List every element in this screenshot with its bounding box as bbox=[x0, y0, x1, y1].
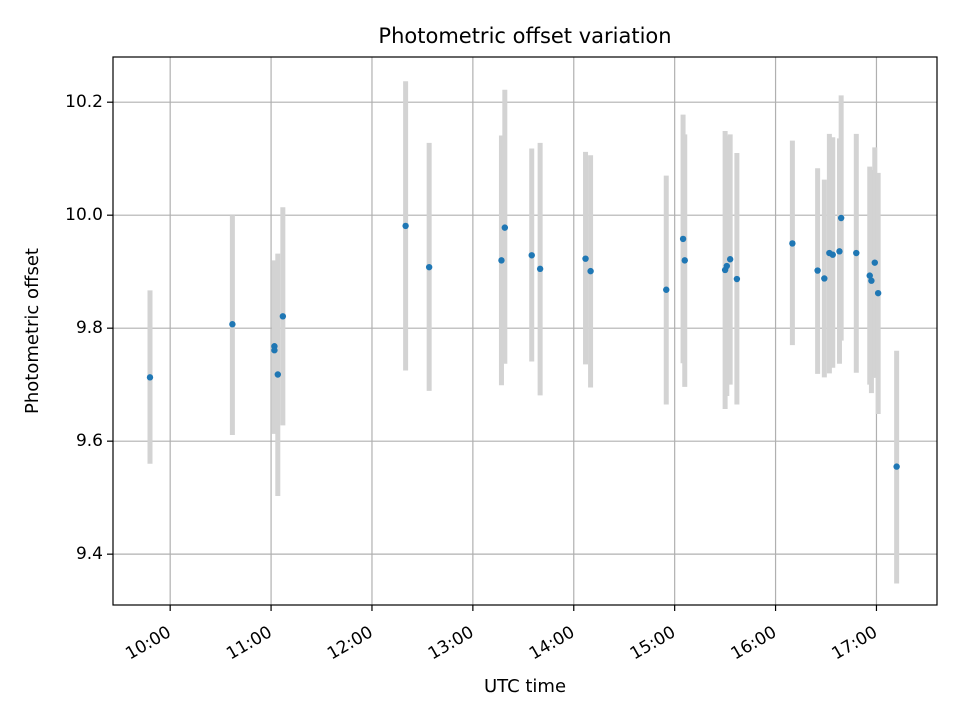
data-point bbox=[146, 374, 154, 381]
data-point bbox=[871, 259, 878, 266]
y-tick-label: 9.6 bbox=[76, 431, 103, 451]
data-point bbox=[402, 222, 409, 230]
data-point bbox=[866, 272, 873, 279]
data-point bbox=[837, 214, 845, 222]
chart-title: Photometric offset variation bbox=[378, 24, 671, 48]
y-tick-label: 9.8 bbox=[76, 318, 103, 338]
data-point bbox=[271, 347, 278, 354]
data-point bbox=[274, 371, 281, 378]
data-point bbox=[587, 267, 594, 275]
data-point bbox=[829, 251, 836, 258]
y-axis-title: Photometric offset bbox=[22, 248, 43, 414]
data-point bbox=[498, 257, 505, 264]
tick-layer: 10:00 11:00 12:00 13:00 14:00 15:00 16:00 17:00… bbox=[65, 92, 881, 664]
marker-layer bbox=[146, 214, 900, 470]
data-point bbox=[893, 463, 900, 470]
data-point bbox=[501, 224, 509, 231]
data-point bbox=[868, 277, 875, 284]
y-tick-label: 10.2 bbox=[65, 92, 103, 112]
data-point bbox=[279, 313, 287, 320]
data-point bbox=[814, 267, 821, 274]
data-point bbox=[821, 275, 828, 282]
data-point bbox=[229, 321, 236, 328]
data-point bbox=[733, 275, 741, 283]
data-point bbox=[789, 240, 796, 247]
data-point bbox=[536, 265, 544, 273]
data-point bbox=[425, 263, 433, 271]
data-point bbox=[679, 235, 687, 243]
data-point bbox=[874, 289, 882, 297]
plot-frame bbox=[112, 56, 938, 606]
data-point bbox=[528, 252, 535, 259]
y-tick-label: 9.4 bbox=[76, 544, 103, 564]
data-point bbox=[853, 249, 860, 257]
data-point bbox=[681, 257, 688, 264]
data-point bbox=[726, 256, 734, 263]
data-point bbox=[836, 248, 843, 255]
data-point bbox=[723, 262, 730, 270]
y-tick-label: 10.0 bbox=[65, 205, 103, 225]
data-point bbox=[582, 255, 589, 262]
x-axis-title: UTC time bbox=[484, 676, 566, 697]
data-point bbox=[663, 286, 670, 293]
